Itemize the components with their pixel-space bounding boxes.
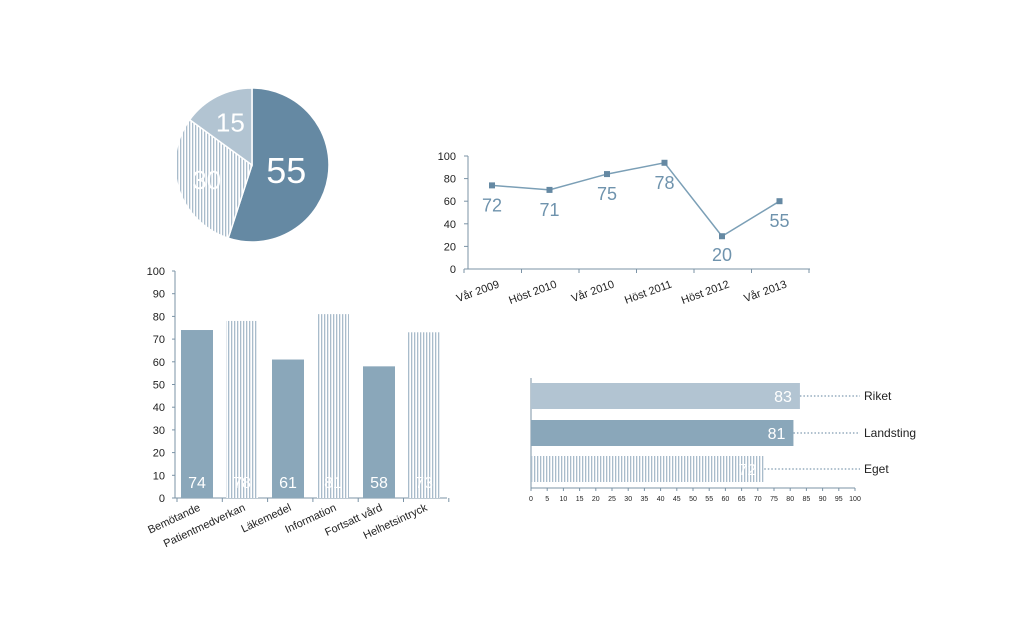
x-tick-label: 100 bbox=[849, 496, 861, 503]
x-tick-label: Höst 2011 bbox=[623, 279, 673, 307]
data-label: 75 bbox=[597, 184, 617, 204]
y-tick-label: 10 bbox=[153, 470, 165, 482]
bar-value-label: 61 bbox=[279, 475, 297, 492]
x-tick-label: 45 bbox=[673, 496, 681, 503]
pie-slice-label: 30 bbox=[192, 165, 221, 195]
category-label: Landsting bbox=[864, 426, 916, 440]
y-tick-label: 20 bbox=[153, 448, 165, 460]
horizontal-bar-chart: 0 5 10 15 20 25 30 35 40 45 50 55 60 65 70 75 80 85 90 95 10… bbox=[529, 378, 916, 503]
data-label: 55 bbox=[769, 211, 789, 231]
x-tick-label: 10 bbox=[560, 496, 568, 503]
y-tick-label: 60 bbox=[444, 196, 456, 208]
x-tick-label: Patientmedverkan bbox=[162, 502, 247, 550]
category-label: Riket bbox=[864, 389, 892, 403]
bar-value-label: 81 bbox=[768, 426, 786, 443]
pie-chart: 55 30 15 bbox=[174, 87, 330, 243]
data-label: 20 bbox=[712, 245, 732, 265]
pie-slice bbox=[227, 87, 330, 243]
x-tick-label: 75 bbox=[770, 496, 778, 503]
bar-value-label: 78 bbox=[233, 475, 251, 492]
bar bbox=[408, 332, 440, 498]
y-tick-label: 40 bbox=[444, 219, 456, 231]
bar-value-label: 74 bbox=[188, 475, 206, 492]
x-tick-label: 70 bbox=[754, 496, 762, 503]
x-tick-label: 90 bbox=[819, 496, 827, 503]
x-tick-label: Vår 2013 bbox=[742, 279, 788, 306]
x-tick-label: 25 bbox=[608, 496, 616, 503]
pie-slice-label: 55 bbox=[266, 150, 306, 191]
y-tick-label: 70 bbox=[153, 334, 165, 346]
y-tick-label: 100 bbox=[438, 151, 456, 163]
x-tick-label: 35 bbox=[641, 496, 649, 503]
data-label: 78 bbox=[654, 173, 674, 193]
bar bbox=[181, 330, 213, 498]
y-tick-label: 30 bbox=[153, 425, 165, 437]
bar-value-label: 81 bbox=[324, 475, 342, 492]
pie-slice bbox=[188, 87, 253, 167]
x-tick-label: Höst 2012 bbox=[680, 279, 731, 307]
y-tick-label: 20 bbox=[444, 241, 456, 253]
bar bbox=[317, 314, 349, 498]
bar bbox=[531, 456, 765, 482]
x-tick-label: 60 bbox=[722, 496, 730, 503]
data-point bbox=[604, 171, 610, 178]
bar bbox=[226, 320, 258, 498]
x-tick-label: 80 bbox=[786, 496, 794, 503]
data-point bbox=[661, 159, 668, 166]
x-tick-label: 40 bbox=[657, 496, 665, 503]
y-tick-label: 100 bbox=[147, 266, 165, 278]
y-tick-label: 40 bbox=[153, 402, 165, 414]
x-tick-label: 0 bbox=[529, 496, 533, 503]
data-point bbox=[719, 233, 725, 240]
bar bbox=[531, 383, 800, 409]
x-tick-label: Höst 2010 bbox=[507, 279, 558, 307]
x-tick-label: 20 bbox=[592, 496, 600, 503]
y-tick-label: 50 bbox=[153, 380, 165, 392]
x-tick-label: 30 bbox=[624, 496, 632, 503]
x-tick-label: 85 bbox=[803, 496, 811, 503]
line-chart: 0 20 40 60 80 100 Vår 2009 Höst 2010 Vår 2010 Hös… bbox=[438, 151, 810, 307]
y-tick-label: 0 bbox=[450, 264, 456, 276]
x-tick-label: Vår 2010 bbox=[570, 279, 616, 306]
data-point bbox=[546, 186, 553, 193]
y-tick-label: 90 bbox=[153, 289, 165, 301]
x-tick-label: 65 bbox=[738, 496, 746, 503]
x-tick-label: 95 bbox=[835, 496, 843, 503]
y-tick-label: 80 bbox=[153, 311, 165, 323]
bar-value-label: 83 bbox=[774, 389, 792, 406]
bar bbox=[531, 420, 794, 446]
category-label: Eget bbox=[864, 462, 889, 476]
bar bbox=[272, 359, 304, 498]
bar-value-label: 72 bbox=[738, 462, 756, 479]
x-tick-label: 55 bbox=[705, 496, 713, 503]
x-tick-label: 5 bbox=[545, 496, 549, 503]
data-label: 71 bbox=[539, 200, 559, 220]
x-tick-label: 15 bbox=[576, 496, 584, 503]
data-point bbox=[776, 198, 783, 205]
series-line bbox=[491, 161, 780, 238]
bar bbox=[363, 366, 395, 498]
pie-slice bbox=[174, 118, 253, 240]
data-point bbox=[489, 182, 495, 189]
bar-value-label: 58 bbox=[370, 475, 388, 492]
x-tick-label: 50 bbox=[689, 496, 697, 503]
pie-slice-label: 15 bbox=[216, 108, 245, 138]
x-tick-label: Vår 2009 bbox=[455, 279, 501, 306]
y-tick-label: 80 bbox=[444, 174, 456, 186]
bar-value-label: 73 bbox=[415, 475, 433, 492]
data-label: 72 bbox=[482, 195, 502, 215]
y-tick-label: 60 bbox=[153, 357, 165, 369]
y-tick-label: 0 bbox=[159, 493, 165, 505]
